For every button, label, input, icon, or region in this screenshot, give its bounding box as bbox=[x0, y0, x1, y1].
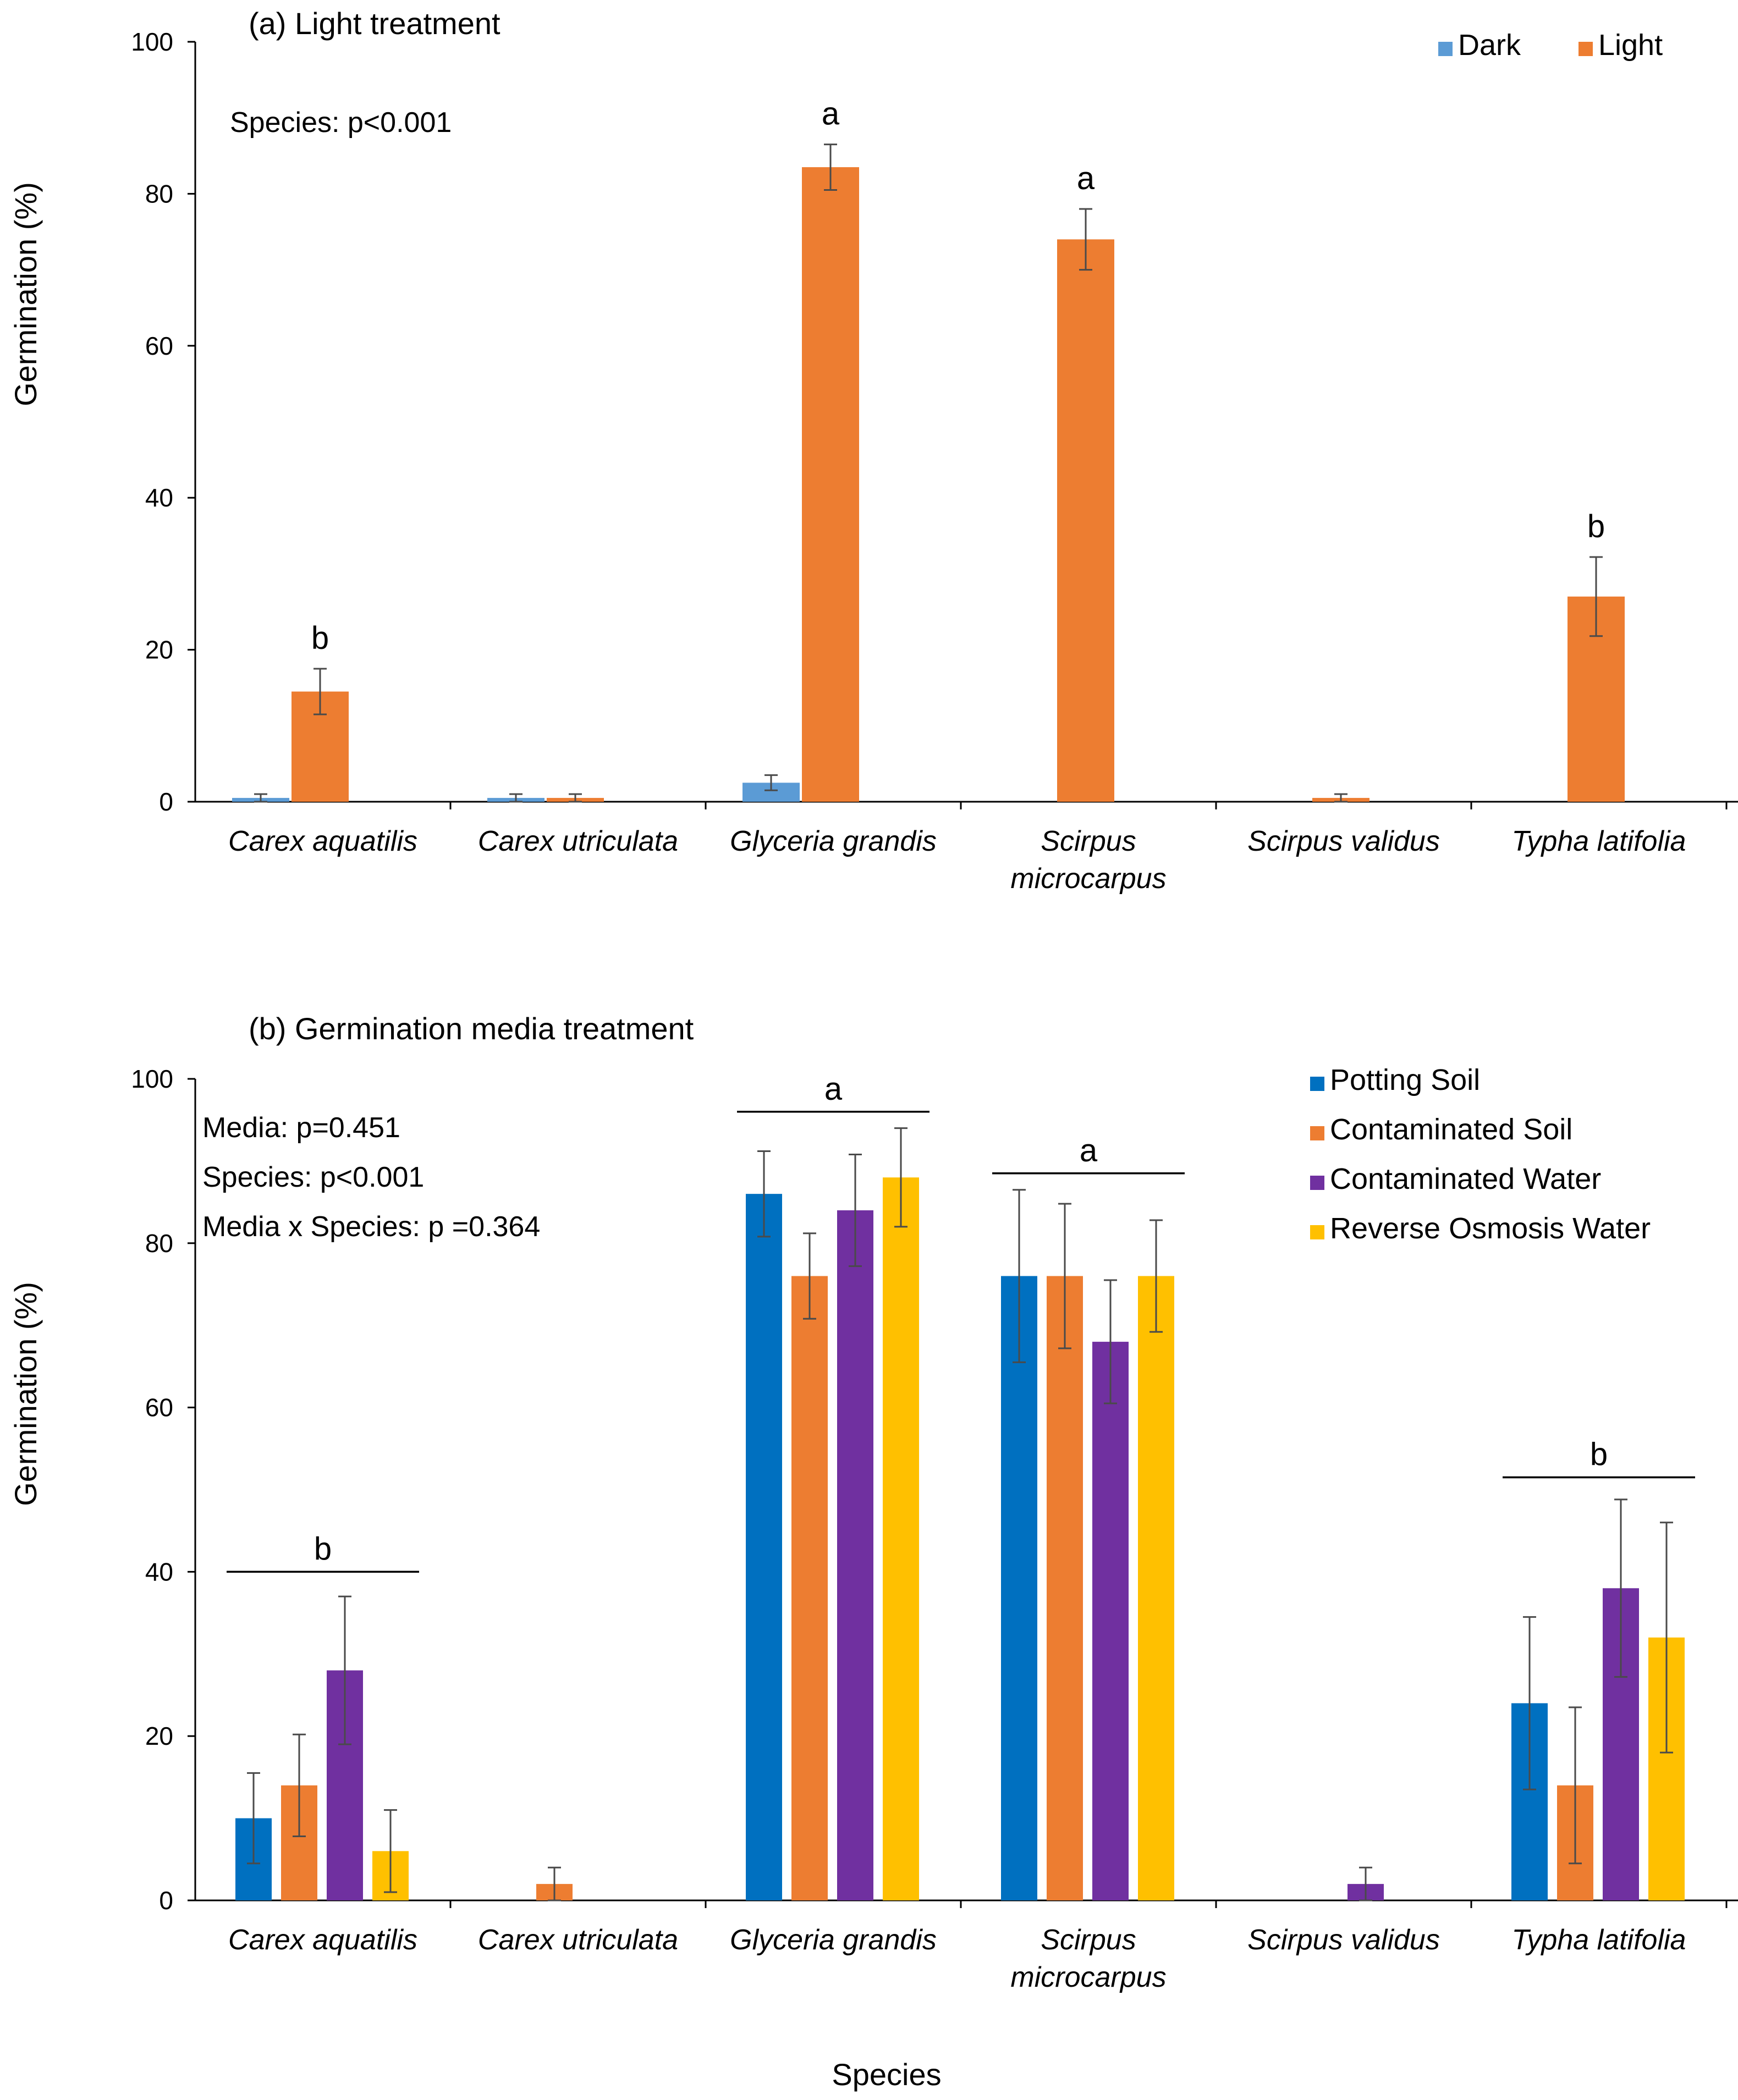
bar-light-3 bbox=[1057, 239, 1114, 802]
legend-swatch-potting-soil bbox=[1310, 1077, 1324, 1091]
y-tick-label: 80 bbox=[145, 179, 173, 208]
category-label-carex-utriculata: Carex utriculata bbox=[478, 1924, 678, 1956]
bar-contaminated-soil-3 bbox=[1047, 1276, 1083, 1900]
bar-contaminated-water-2 bbox=[837, 1210, 873, 1900]
panel-b-y-axis-title: Germination (%) bbox=[8, 1282, 43, 1506]
category-label-scirpus-microcarpus: Scirpus bbox=[1041, 825, 1136, 857]
panel-a-y-axis-title: Germination (%) bbox=[8, 182, 43, 406]
category-label-scirpus-microcarpus: microcarpus bbox=[1010, 1961, 1166, 1993]
panel-b-title: (b) Germination media treatment bbox=[249, 1011, 694, 1046]
bar-contaminated-water-3 bbox=[1092, 1342, 1129, 1900]
bar-potting-soil-3 bbox=[1001, 1276, 1037, 1900]
panel-a-legend: Dark Light bbox=[1438, 29, 1663, 62]
legend-swatch-reverse-osmosis-water bbox=[1310, 1225, 1324, 1239]
y-tick-label: 0 bbox=[159, 1886, 173, 1915]
bar-contaminated-soil-2 bbox=[791, 1276, 828, 1900]
category-label-typha-latifolia: Typha latifolia bbox=[1512, 825, 1686, 857]
y-tick-label: 80 bbox=[145, 1229, 173, 1258]
panel-b-legend: Potting Soil Contaminated Soil Contaminate… bbox=[1310, 1063, 1651, 1245]
y-tick-label: 20 bbox=[145, 1722, 173, 1750]
significance-letter: b bbox=[311, 620, 329, 656]
significance-letter: a bbox=[1077, 161, 1095, 196]
panel-a-bars: b a a b bbox=[232, 96, 1625, 803]
legend-label-contaminated-water: Contaminated Water bbox=[1330, 1162, 1601, 1195]
significance-letter: b bbox=[1587, 509, 1605, 544]
category-label-typha-latifolia: Typha latifolia bbox=[1512, 1924, 1686, 1956]
significance-letter: a bbox=[822, 96, 840, 132]
panel-b-bars: b a a b bbox=[227, 1071, 1695, 1901]
panel-a-axes: 0 20 40 60 80 100 Carex aquatilis Carex utricul… bbox=[131, 27, 1738, 895]
panel-b-stat-interaction: Media x Species: p =0.364 bbox=[202, 1211, 540, 1243]
y-tick-label: 20 bbox=[145, 636, 173, 664]
x-axis-title: Species bbox=[832, 2057, 941, 2092]
category-label-carex-aquatilis: Carex aquatilis bbox=[228, 1924, 417, 1956]
panel-a-title: (a) Light treatment bbox=[249, 6, 501, 41]
significance-letter: b bbox=[314, 1531, 332, 1567]
y-tick-label: 40 bbox=[145, 1557, 173, 1586]
category-label-scirpus-microcarpus: Scirpus bbox=[1041, 1924, 1136, 1956]
panel-a-light-treatment: (a) Light treatment Species: p<0.001 Ger… bbox=[8, 6, 1738, 895]
category-label-scirpus-microcarpus: microcarpus bbox=[1010, 863, 1166, 895]
y-tick-label: 60 bbox=[145, 1393, 173, 1422]
category-label-scirpus-validus: Scirpus validus bbox=[1247, 825, 1440, 857]
bar-reverse-osmosis-water-2 bbox=[883, 1177, 919, 1900]
panel-b-axes: 0 20 40 60 80 100 Carex aquatilis Carex utricul… bbox=[131, 1065, 1738, 1993]
legend-swatch-dark bbox=[1438, 42, 1453, 56]
legend-label-reverse-osmosis-water: Reverse Osmosis Water bbox=[1330, 1212, 1651, 1245]
significance-letter: b bbox=[1590, 1437, 1608, 1473]
y-tick-label: 100 bbox=[131, 1065, 173, 1093]
panel-b-germination-media-treatment: (b) Germination media treatment Media: p… bbox=[8, 1011, 1738, 2092]
legend-swatch-light bbox=[1579, 42, 1593, 56]
bar-light-2 bbox=[802, 167, 859, 802]
bar-reverse-osmosis-water-3 bbox=[1138, 1276, 1174, 1900]
category-label-carex-aquatilis: Carex aquatilis bbox=[228, 825, 417, 857]
category-label-scirpus-validus: Scirpus validus bbox=[1247, 1924, 1440, 1956]
legend-swatch-contaminated-water bbox=[1310, 1176, 1324, 1190]
y-tick-label: 0 bbox=[159, 787, 173, 816]
legend-label-potting-soil: Potting Soil bbox=[1330, 1063, 1480, 1096]
y-tick-label: 60 bbox=[145, 332, 173, 360]
y-tick-label: 100 bbox=[131, 27, 173, 56]
legend-label-dark: Dark bbox=[1458, 29, 1521, 62]
legend-label-light: Light bbox=[1598, 29, 1663, 62]
legend-swatch-contaminated-soil bbox=[1310, 1126, 1324, 1140]
panel-b-stat-media: Media: p=0.451 bbox=[202, 1112, 400, 1144]
y-tick-label: 40 bbox=[145, 483, 173, 512]
significance-letter: a bbox=[1080, 1133, 1098, 1168]
panel-b-stat-species: Species: p<0.001 bbox=[202, 1161, 424, 1193]
panel-a-stat-species: Species: p<0.001 bbox=[230, 107, 452, 139]
category-label-glyceria-grandis: Glyceria grandis bbox=[730, 1924, 937, 1956]
category-label-glyceria-grandis: Glyceria grandis bbox=[730, 825, 937, 857]
significance-letter: a bbox=[824, 1071, 843, 1107]
legend-label-contaminated-soil: Contaminated Soil bbox=[1330, 1113, 1572, 1146]
bar-potting-soil-2 bbox=[746, 1194, 782, 1900]
category-label-carex-utriculata: Carex utriculata bbox=[478, 825, 678, 857]
